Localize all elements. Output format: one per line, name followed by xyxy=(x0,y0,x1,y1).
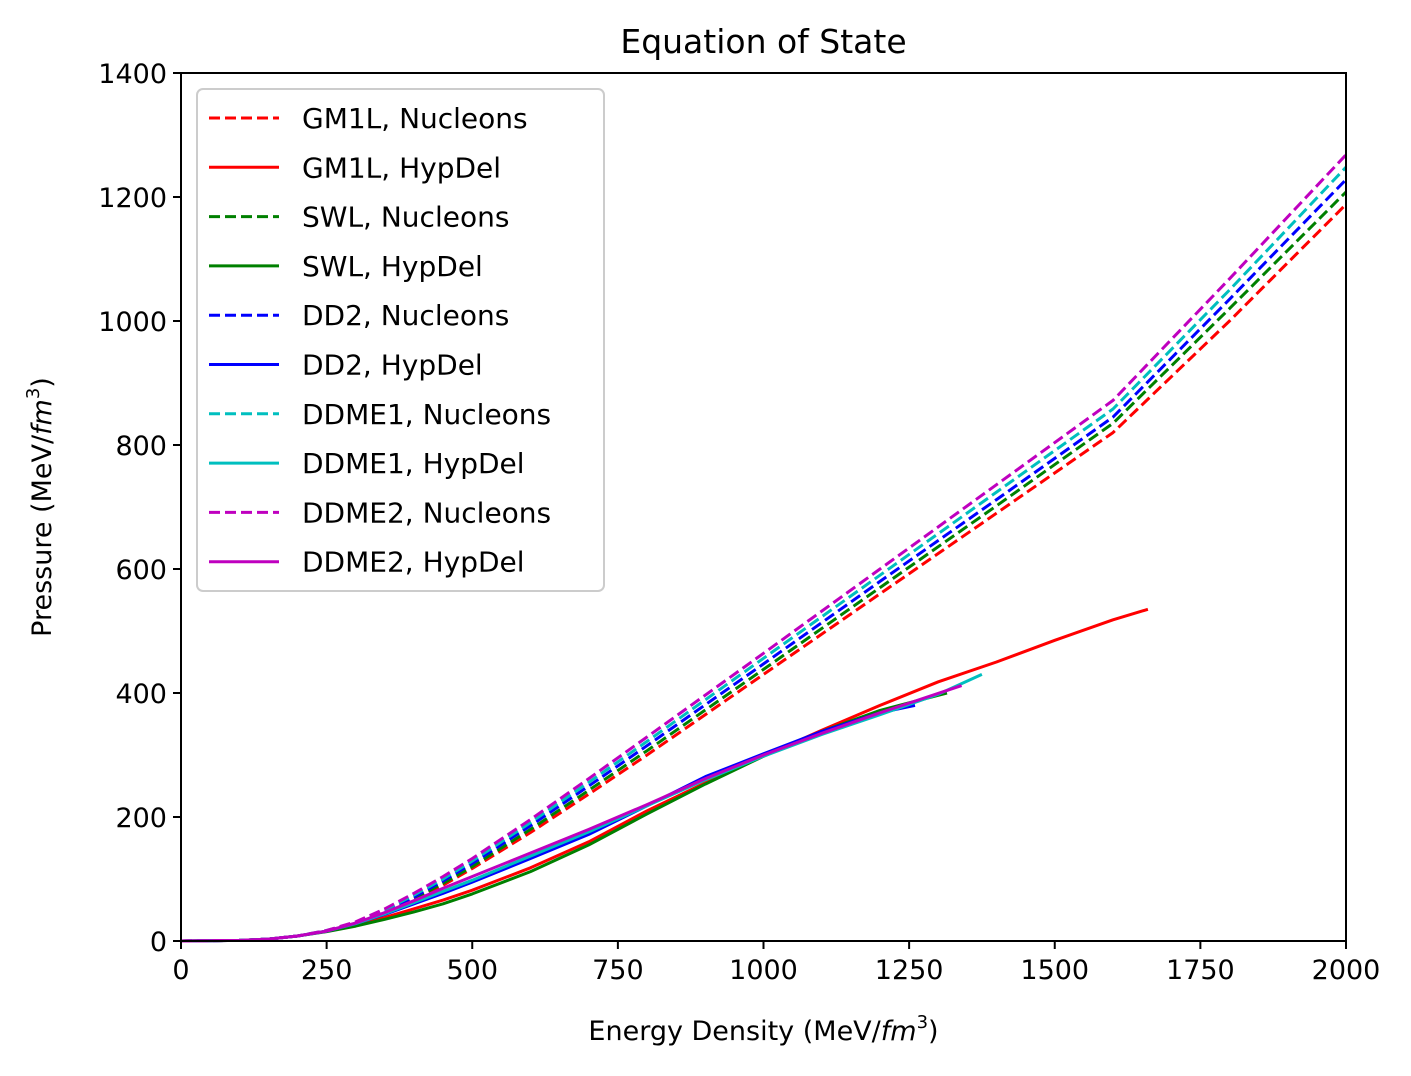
legend-label: SWL, Nucleons xyxy=(302,201,509,234)
legend-label: DD2, HypDel xyxy=(302,349,483,382)
legend-label: DDME1, HypDel xyxy=(302,447,525,480)
x-axis-title-main: Energy Density (MeV/ xyxy=(588,1016,881,1047)
legend: GM1L, Nucleons GM1L, HypDel SWL, Nucleons S… xyxy=(196,88,605,592)
y-axis-title-main: Pressure (MeV/ xyxy=(27,434,58,637)
legend-label: DDME2, HypDel xyxy=(302,546,525,579)
y-tick-label: 1400 xyxy=(98,59,167,90)
legend-label: GM1L, Nucleons xyxy=(302,102,528,135)
x-tick-label: 250 xyxy=(301,955,353,986)
x-tick-label: 0 xyxy=(172,955,189,986)
x-axis-title-unit: fm xyxy=(881,1016,917,1047)
y-tick-label: 400 xyxy=(115,679,167,710)
series-layer xyxy=(180,153,1348,943)
y-axis-title-exponent: 3 xyxy=(23,388,44,399)
x-tick-label: 500 xyxy=(446,955,498,986)
x-axis-title-exponent: 3 xyxy=(917,1012,928,1033)
x-tick-label: 2000 xyxy=(1312,955,1381,986)
x-tick-label: 1250 xyxy=(875,955,944,986)
x-tick-label: 1000 xyxy=(729,955,798,986)
y-tick-label: 1200 xyxy=(98,183,167,214)
x-tick-label: 1500 xyxy=(1020,955,1089,986)
y-tick-label: 1000 xyxy=(98,307,167,338)
x-axis-title: Energy Density (MeV/fm3) xyxy=(588,1012,938,1047)
x-tick-label: 1750 xyxy=(1166,955,1235,986)
y-axis-title-close: ) xyxy=(27,377,58,388)
x-axis-title-close: ) xyxy=(928,1016,939,1047)
x-axis: 0 250 500 750 1000 1250 1500 1750 2000 xyxy=(172,941,1380,986)
legend-label: GM1L, HypDel xyxy=(302,151,501,184)
y-axis-title: Pressure (MeV/fm3) xyxy=(23,377,58,637)
y-tick-label: 0 xyxy=(150,927,167,958)
legend-box xyxy=(196,88,605,592)
legend-label: DD2, Nucleons xyxy=(302,299,509,332)
x-tick-label: 750 xyxy=(592,955,644,986)
legend-entries: GM1L, Nucleons GM1L, HypDel SWL, Nucleons S… xyxy=(209,102,551,579)
series-line-10 xyxy=(180,684,963,943)
y-axis: 0 200 400 600 800 1000 1200 1400 xyxy=(98,59,181,958)
legend-label: DDME2, Nucleons xyxy=(302,496,551,529)
y-tick-label: 800 xyxy=(115,431,167,462)
legend-label: SWL, HypDel xyxy=(302,250,483,283)
y-axis-title-unit: fm xyxy=(27,399,58,435)
legend-label: DDME1, Nucleons xyxy=(302,398,551,431)
y-tick-label: 200 xyxy=(115,803,167,834)
y-tick-label: 600 xyxy=(115,555,167,586)
chart-title: Equation of State xyxy=(620,22,906,61)
